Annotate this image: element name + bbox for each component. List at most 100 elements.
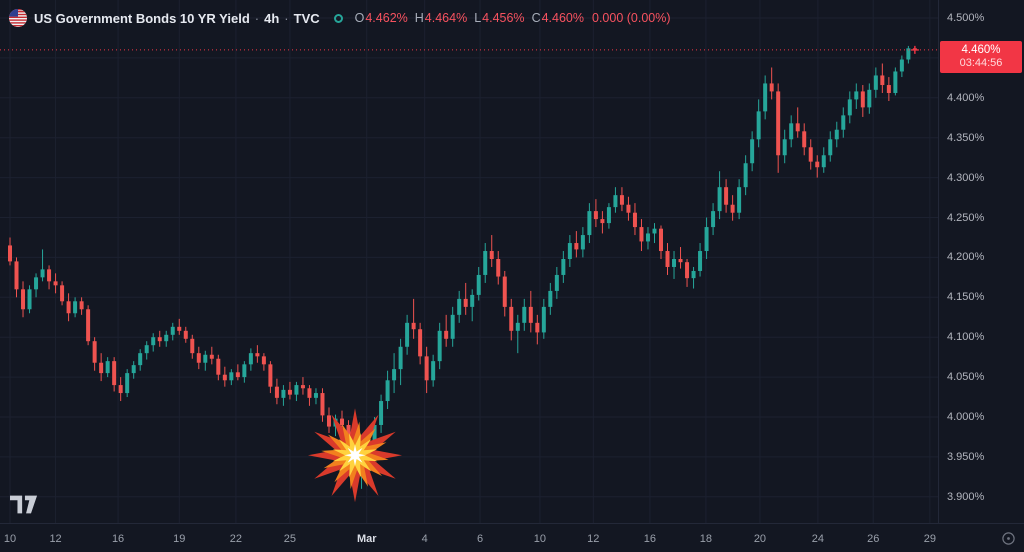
- title-separator: ·: [284, 10, 289, 26]
- candle: [255, 353, 260, 357]
- candle: [209, 354, 214, 359]
- candle: [274, 386, 279, 398]
- change-value: 0.000 (0.00%): [592, 11, 671, 25]
- candle: [125, 373, 130, 394]
- candle: [698, 251, 703, 271]
- candle: [14, 261, 19, 290]
- candle: [27, 289, 32, 310]
- candle: [756, 111, 761, 140]
- symbol-header: US Government Bonds 10 YR Yield · 4h · T…: [9, 9, 671, 27]
- low-label: L: [474, 11, 482, 25]
- candle: [248, 353, 253, 365]
- candle: [281, 389, 286, 398]
- candle: [476, 274, 481, 295]
- candle: [750, 139, 755, 164]
- candle: [841, 115, 846, 130]
- time-axis[interactable]: 10 12 16 19 22 25 Mar 4 6 10 12 16 18 20 24 26 29: [0, 523, 1024, 552]
- price-axis-label: 4.300%: [947, 171, 985, 184]
- candle: [502, 276, 507, 307]
- candle: [483, 251, 488, 275]
- candle: [522, 306, 527, 323]
- symbol-title[interactable]: US Government Bonds 10 YR Yield: [34, 10, 250, 26]
- candle: [418, 329, 423, 357]
- candle: [632, 212, 637, 228]
- time-axis-label: 29: [923, 532, 936, 545]
- candle: [600, 219, 605, 224]
- high-value: 4.464%: [424, 11, 468, 25]
- candle: [906, 48, 911, 60]
- price-axis-label: 4.500%: [947, 12, 985, 24]
- grid: [0, 0, 938, 523]
- candle: [261, 356, 266, 365]
- last-price-value: 4.460%: [961, 44, 1001, 56]
- candle: [541, 306, 546, 333]
- time-axis-label: 6: [476, 532, 484, 545]
- time-axis-settings-icon[interactable]: [1001, 531, 1016, 546]
- interval-label[interactable]: 4h: [264, 10, 280, 26]
- candle: [457, 298, 462, 315]
- candle: [724, 187, 729, 205]
- candle: [815, 161, 820, 168]
- candle: [60, 285, 65, 302]
- time-axis-label: 16: [111, 532, 125, 545]
- candle: [444, 330, 449, 339]
- candle: [776, 91, 781, 156]
- candle: [73, 301, 78, 314]
- chart-plot-area[interactable]: US Government Bonds 10 YR Yield · 4h · T…: [0, 0, 938, 523]
- close-value: 4.460%: [541, 11, 584, 25]
- explosion-marker[interactable]: [308, 408, 402, 503]
- time-axis-label: 22: [229, 532, 243, 545]
- candle: [717, 187, 722, 212]
- price-axis-label: 3.950%: [947, 450, 985, 463]
- candle: [86, 309, 91, 342]
- price-axis-label: 4.200%: [947, 251, 985, 264]
- candle: [118, 385, 123, 394]
- candle: [606, 207, 611, 224]
- candle: [242, 364, 247, 378]
- candle: [385, 380, 390, 402]
- price-axis-label: 4.250%: [947, 211, 985, 224]
- candle: [40, 269, 45, 278]
- tradingview-logo-icon[interactable]: [10, 495, 38, 519]
- candle: [326, 415, 331, 427]
- candle: [424, 356, 429, 381]
- candle: [34, 277, 39, 290]
- candle: [131, 365, 136, 374]
- time-axis-label: 26: [867, 532, 880, 545]
- candle: [372, 424, 377, 449]
- low-value: 4.456%: [482, 11, 525, 25]
- candle: [411, 322, 416, 330]
- time-axis-label: 18: [699, 532, 713, 545]
- candle: [867, 89, 872, 108]
- candle: [151, 337, 156, 346]
- time-axis-label: 24: [811, 532, 825, 545]
- candle: [561, 258, 566, 275]
- time-axis-label: 12: [49, 532, 62, 545]
- candle: [8, 245, 12, 262]
- candle: [294, 385, 299, 395]
- candle: [112, 361, 117, 386]
- candle: [802, 131, 807, 148]
- candle: [66, 301, 71, 314]
- price-axis-label: 4.000%: [947, 411, 985, 423]
- price-axis-label: 4.350%: [947, 131, 985, 144]
- bar-countdown: 03:44:56: [959, 57, 1003, 69]
- candle: [808, 147, 813, 162]
- price-axis-label: 4.100%: [947, 331, 985, 344]
- candlestick-chart[interactable]: [0, 0, 938, 523]
- open-label: O: [354, 11, 365, 25]
- candle: [183, 330, 188, 339]
- candle: [313, 393, 318, 398]
- candle: [229, 372, 234, 381]
- candle: [574, 243, 579, 250]
- candle: [99, 362, 104, 374]
- candle: [222, 374, 227, 381]
- candle: [619, 195, 624, 205]
- price-axis[interactable]: 4.500%4.450%4.400%4.350%4.300%4.250%4.20…: [938, 0, 1024, 523]
- candle: [860, 91, 865, 108]
- candle: [854, 91, 859, 100]
- exchange-label[interactable]: TVC: [293, 10, 320, 26]
- candle: [203, 354, 208, 363]
- candle: [659, 228, 663, 252]
- candle: [164, 334, 169, 342]
